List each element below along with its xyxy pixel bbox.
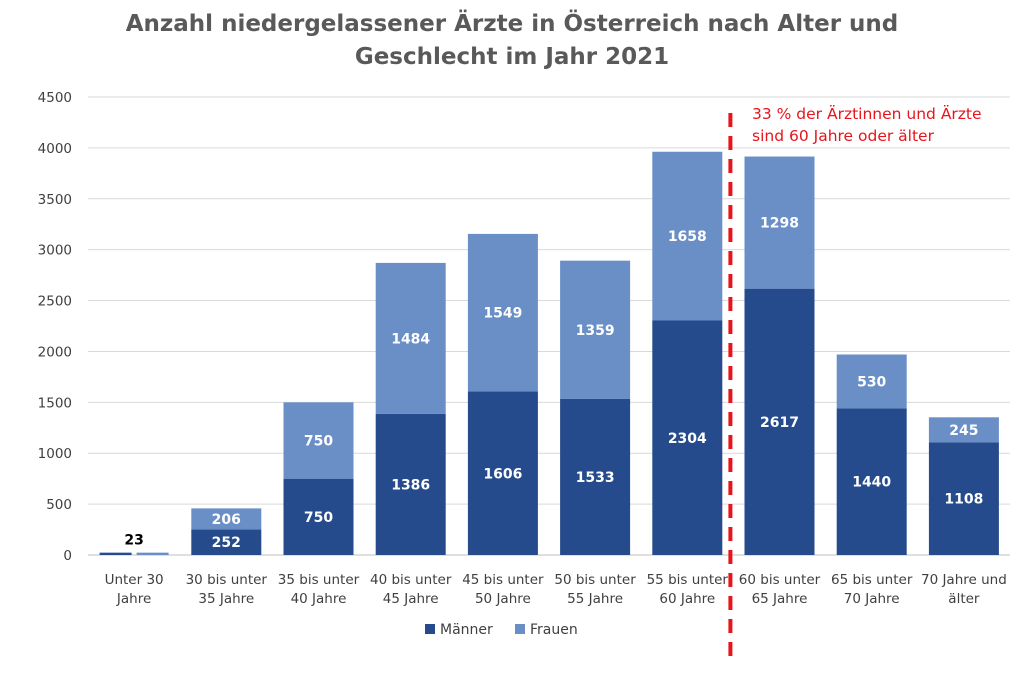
bar-frauen (136, 552, 169, 555)
x-category-label: 65 Jahre (752, 591, 808, 607)
bar-maenner (191, 529, 262, 555)
x-category-label: 65 bis unter (831, 572, 913, 588)
data-label: 1658 (668, 229, 707, 245)
y-axis-tick-labels: 0 500 1000 1500 2000 2500 3000 3500 4000 4500 (38, 90, 72, 564)
y-tick-label: 3500 (38, 192, 72, 208)
bars (99, 151, 999, 555)
chart-title-line-1: Anzahl niedergelassener Ärzte in Österre… (125, 11, 899, 37)
legend-label: Männer (440, 622, 493, 638)
data-label: 23 (124, 533, 143, 549)
data-label: 1533 (576, 470, 615, 486)
x-category-label: 50 bis unter (554, 572, 636, 588)
bar-frauen (836, 354, 907, 409)
y-tick-label: 4500 (38, 90, 72, 106)
legend-label: Frauen (530, 622, 578, 638)
y-tick-label: 0 (63, 548, 72, 564)
y-tick-label: 2500 (38, 294, 72, 310)
x-category-label: 40 Jahre (291, 591, 347, 607)
x-category-label: älter (948, 591, 980, 607)
bar-maenner (99, 552, 132, 555)
bar-frauen (652, 151, 723, 321)
bar-frauen (467, 233, 538, 392)
data-label: 1484 (391, 331, 430, 347)
annotation-text: sind 60 Jahre oder älter (752, 127, 935, 145)
y-tick-label: 4000 (38, 141, 72, 157)
x-category-label: 35 bis unter (278, 572, 360, 588)
x-category-label: 55 Jahre (567, 591, 623, 607)
x-category-label: 30 bis unter (186, 572, 268, 588)
data-label: 1549 (483, 306, 522, 322)
x-category-label: 45 bis unter (462, 572, 544, 588)
x-category-label: 55 bis unter (647, 572, 729, 588)
data-label: 2617 (760, 415, 799, 431)
bar-maenner (836, 408, 907, 555)
bar-maenner (560, 398, 631, 555)
data-label: 530 (857, 374, 886, 390)
x-category-label: 35 Jahre (198, 591, 254, 607)
data-label: 1298 (760, 216, 799, 232)
data-label: 750 (304, 510, 333, 526)
bar-frauen (744, 156, 815, 289)
x-category-label: 60 Jahre (659, 591, 715, 607)
data-label: 1606 (483, 466, 522, 482)
y-tick-label: 1500 (38, 395, 72, 411)
bar-maenner (928, 442, 999, 555)
bar-frauen (560, 260, 631, 399)
x-category-label: 70 Jahre (844, 591, 900, 607)
x-category-label: 70 Jahre und (921, 572, 1007, 588)
bar-maenner (467, 391, 538, 555)
chart-title-line-2: Geschlecht im Jahr 2021 (354, 44, 670, 70)
bar-frauen (375, 262, 446, 414)
y-tick-label: 3000 (38, 243, 72, 259)
data-label: 1440 (852, 475, 891, 491)
y-tick-label: 1000 (38, 446, 72, 462)
data-label: 1359 (576, 323, 615, 339)
legend-swatch (515, 624, 525, 634)
legend-swatch (425, 624, 435, 634)
bar-maenner (744, 288, 815, 555)
value-labels: 23 252 206 750 750 1386 1484 1606 1549 1533 1359 23… (124, 216, 983, 552)
bar-frauen (283, 402, 354, 479)
y-tick-label: 2000 (38, 344, 72, 360)
data-label: 252 (212, 535, 241, 551)
data-label: 2304 (668, 431, 707, 447)
bar-maenner (283, 478, 354, 555)
y-tick-label: 500 (46, 497, 72, 513)
x-axis-category-labels: Unter 30 Jahre 30 bis unter 35 Jahre 35 bis … (105, 572, 1007, 607)
data-label: 750 (304, 434, 333, 450)
data-label: 1108 (944, 492, 983, 508)
x-category-label: 60 bis unter (739, 572, 821, 588)
annotation-text: 33 % der Ärztinnen und Ärzte (752, 104, 982, 123)
x-category-label: 45 Jahre (383, 591, 439, 607)
x-category-label: 40 bis unter (370, 572, 452, 588)
data-label: 245 (949, 423, 978, 439)
bar-maenner (375, 413, 446, 555)
chart-title: Anzahl niedergelassener Ärzte in Österre… (0, 8, 1024, 74)
data-label: 206 (212, 512, 241, 528)
x-category-label: Unter 30 (105, 572, 164, 588)
x-category-label: Jahre (116, 591, 151, 607)
bar-frauen (928, 417, 999, 443)
data-label: 1386 (391, 477, 430, 493)
bar-frauen (191, 508, 262, 530)
annotation: 33 % der Ärztinnen und Ärzte sind 60 Jahr… (728, 104, 982, 660)
bar-maenner (652, 320, 723, 555)
legend: Männer Frauen (425, 622, 578, 638)
x-category-label: 50 Jahre (475, 591, 531, 607)
